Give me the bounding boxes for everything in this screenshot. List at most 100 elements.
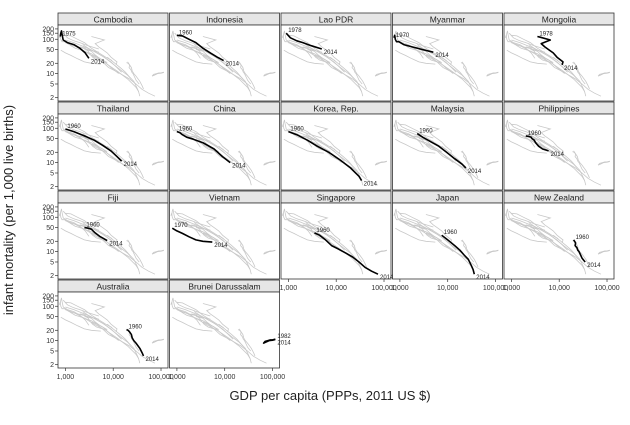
panel-title: Japan bbox=[436, 193, 459, 203]
background-series-line bbox=[202, 321, 267, 364]
y-tick-label: 20 bbox=[46, 61, 54, 68]
background-series-line bbox=[237, 329, 256, 357]
background-series-line bbox=[202, 125, 229, 155]
background-series-line bbox=[552, 234, 587, 275]
y-tick-label: 2 bbox=[50, 95, 54, 102]
end-year-label: 2014 bbox=[214, 243, 228, 249]
highlight-series-line bbox=[176, 34, 224, 62]
end-year-label: 2014 bbox=[476, 275, 490, 281]
panel-frame bbox=[169, 113, 280, 191]
background-series-line bbox=[126, 151, 144, 179]
background-series-line bbox=[552, 56, 587, 97]
background-series-line bbox=[508, 32, 545, 50]
background-series-line bbox=[106, 323, 141, 364]
panel-frame bbox=[503, 113, 615, 191]
y-tick-label: 200 bbox=[42, 26, 54, 33]
background-series-line bbox=[106, 56, 141, 97]
end-year-label: 2014 bbox=[468, 169, 482, 175]
background-series-line bbox=[288, 220, 362, 270]
background-series-line bbox=[283, 138, 324, 154]
background-series-line bbox=[59, 35, 99, 53]
panel-korea-rep: Korea, Rep. 1960 2014 bbox=[280, 101, 392, 191]
background-series-line bbox=[202, 36, 229, 66]
start-year-label: 1960 bbox=[419, 129, 433, 135]
x-tick-label: 1,000 bbox=[503, 285, 521, 292]
background-series-line bbox=[60, 227, 101, 243]
background-series-line bbox=[282, 213, 322, 231]
background-series-line bbox=[597, 71, 610, 77]
background-series-line bbox=[193, 44, 244, 80]
background-series-line bbox=[91, 321, 156, 364]
x-tick-label: 100,000 bbox=[594, 285, 619, 292]
y-tick-label: 100 bbox=[42, 304, 54, 311]
x-tick-label: 10,000 bbox=[548, 285, 570, 292]
panel-title: Mongolia bbox=[542, 15, 577, 25]
background-series-line bbox=[263, 249, 276, 255]
background-series-line bbox=[62, 210, 99, 228]
background-series-line bbox=[151, 249, 164, 255]
background-series-line bbox=[218, 145, 252, 186]
panel-frame bbox=[169, 291, 280, 369]
background-series-line bbox=[218, 234, 252, 275]
background-series-line bbox=[511, 131, 585, 181]
start-year-label: 1960 bbox=[576, 235, 590, 241]
background-series-line bbox=[170, 302, 211, 320]
background-series-line bbox=[126, 240, 144, 268]
panel-frame bbox=[280, 202, 392, 280]
background-series-line bbox=[202, 303, 229, 333]
background-series-line bbox=[283, 227, 324, 243]
start-year-label: 1960 bbox=[86, 223, 100, 229]
start-year-label: 1960 bbox=[179, 127, 193, 133]
background-series-line bbox=[511, 220, 585, 270]
background-series-line bbox=[172, 138, 213, 154]
background-series-line bbox=[62, 32, 99, 50]
background-series-line bbox=[263, 160, 276, 166]
background-series-line bbox=[506, 138, 547, 154]
panel-china: China 1960 2014 bbox=[169, 101, 280, 191]
background-series-line bbox=[460, 151, 479, 179]
background-series-line bbox=[65, 309, 139, 359]
background-series-line bbox=[191, 135, 215, 152]
panel-mongolia: Mongolia 1978 2014 bbox=[503, 12, 615, 102]
highlight-series-line bbox=[126, 328, 145, 357]
background-series-line bbox=[414, 135, 438, 152]
highlight-series-line bbox=[537, 35, 564, 66]
background-series-line bbox=[314, 36, 341, 66]
highlight-series-line bbox=[314, 232, 379, 275]
highlight-series-line bbox=[416, 132, 467, 169]
background-series-line bbox=[79, 224, 103, 241]
background-series-line bbox=[191, 46, 215, 63]
background-series-line bbox=[60, 316, 101, 332]
background-series-line bbox=[60, 49, 101, 65]
background-series-line bbox=[91, 36, 118, 66]
background-series-line bbox=[525, 46, 549, 63]
background-series-line bbox=[393, 213, 434, 231]
panel-new-zealand: New Zealand 1960 2014 1,000 10,000 100,000 bbox=[503, 190, 620, 292]
background-series-line bbox=[530, 227, 554, 241]
background-series-line bbox=[349, 62, 367, 90]
start-year-label: 1960 bbox=[129, 325, 143, 331]
background-series-line bbox=[288, 42, 362, 92]
end-year-label: 2014 bbox=[91, 59, 105, 65]
background-series-line bbox=[506, 49, 547, 65]
panel-title: New Zealand bbox=[534, 193, 584, 203]
background-series-line bbox=[395, 49, 436, 65]
y-tick-label: 5 bbox=[50, 81, 54, 88]
panel-vietnam: Vietnam 1970 2014 bbox=[169, 190, 280, 280]
y-axis-title: infant mortality (per 1,000 live births) bbox=[1, 105, 16, 315]
background-series-line bbox=[195, 49, 219, 63]
background-series-line bbox=[79, 46, 103, 63]
end-year-label: 2014 bbox=[324, 50, 338, 56]
x-tick-label: 100,000 bbox=[148, 374, 173, 381]
background-series-line bbox=[530, 138, 554, 152]
panel-title: China bbox=[213, 104, 235, 114]
background-series-line bbox=[425, 54, 490, 97]
background-series-line bbox=[62, 299, 99, 317]
highlight-series-line bbox=[262, 338, 276, 344]
end-year-label: 2014 bbox=[232, 164, 246, 170]
panel-title: Cambodia bbox=[94, 15, 133, 25]
background-series-line bbox=[59, 124, 99, 142]
background-series-line bbox=[282, 124, 322, 142]
panel-singapore: Singapore 1960 2014 1,000 10,000 100,000 bbox=[280, 190, 397, 292]
